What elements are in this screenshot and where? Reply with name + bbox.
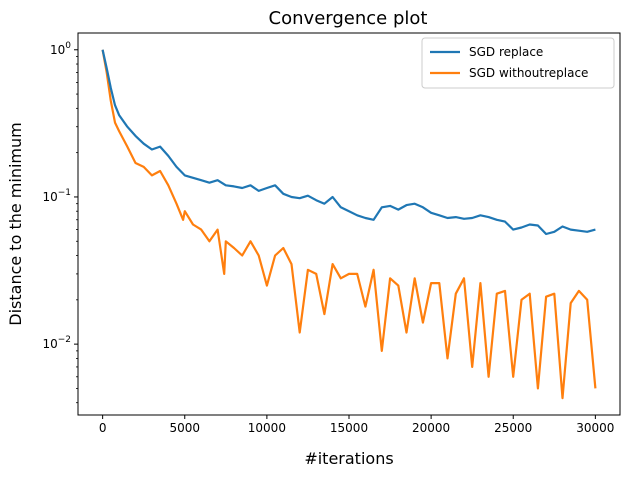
y-tick-base: 10 [42,337,57,351]
legend-label: SGD withoutreplace [469,66,588,80]
legend: SGD replace SGD withoutreplace [421,37,615,89]
axes-layer: 0 5000 10000 15000 20000 25000 3000010010−110−… [42,41,614,435]
y-tick-label: 10−1 [42,188,71,204]
series-line-withoutreplace [101,49,597,400]
y-tick-exponent: −2 [58,335,71,345]
y-tick-exponent: 0 [65,41,71,51]
x-tick-label: 20000 [412,421,450,435]
x-tick-label: 10000 [248,421,286,435]
legend-label: SGD replace [469,45,543,59]
y-tick-label: 10−2 [42,335,71,351]
x-tick-label: 0 [99,421,107,435]
y-tick-base: 10 [50,43,65,57]
series-line-replace [101,49,596,236]
series-layer [101,49,597,400]
legend-box [421,37,615,89]
y-tick-exponent: −1 [58,188,71,198]
chart-title: Convergence plot [269,8,428,29]
y-tick-base: 10 [42,190,57,204]
plot-frame [77,32,621,416]
x-axis-title: #iterations [304,449,393,468]
x-tick-label: 25000 [494,421,532,435]
x-tick-label: 5000 [169,421,200,435]
x-tick-label: 15000 [330,421,368,435]
x-tick-label: 30000 [576,421,614,435]
y-tick-label: 100 [50,41,71,57]
y-axis-title: Distance to the minimum [6,122,25,325]
